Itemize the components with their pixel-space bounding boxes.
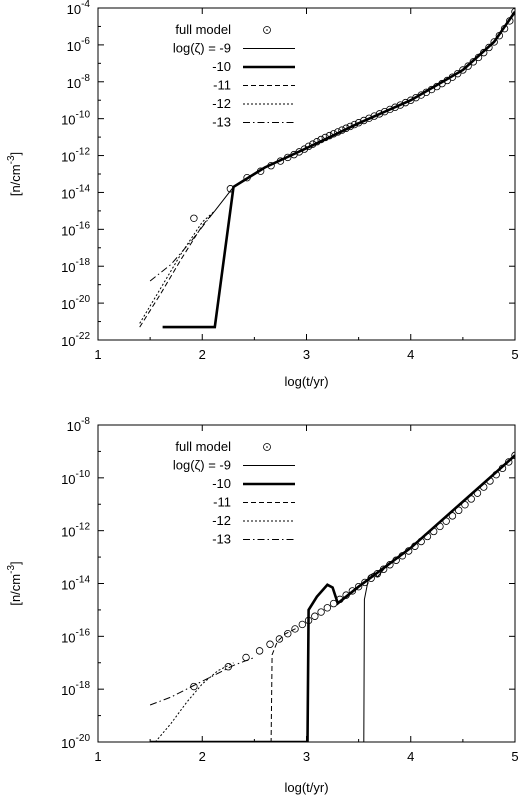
series-line-thin: [214, 11, 515, 212]
legend-label: -13: [212, 532, 231, 547]
series-line-dotted: [154, 662, 234, 742]
legend-label: log(ζ) = -9: [173, 41, 231, 56]
legend-label: full model: [175, 439, 231, 454]
legend-label: full model: [175, 22, 231, 37]
full-model-point: [266, 640, 274, 648]
legend: full model log(ζ) = -9 -10 -11 -12 -13: [173, 22, 295, 130]
y-axis-label: [n/cm-3]: [6, 561, 23, 605]
full-model-point: [511, 451, 515, 460]
legend-label: -10: [212, 476, 231, 491]
full-model-point: [311, 612, 319, 620]
plot-frame: [97, 424, 516, 743]
full-model-point: [190, 214, 198, 222]
full-model-point: [459, 66, 467, 74]
x-axis-label: log(t/yr): [284, 780, 328, 795]
y-tick-label: 10-22: [61, 331, 90, 349]
full-model-point: [284, 629, 292, 638]
y-tick-label: 10-18: [61, 257, 90, 275]
full-model-point: [348, 587, 357, 595]
full-model-point: [511, 8, 515, 16]
legend-label: -11: [213, 78, 231, 93]
legend-marker-dot: [266, 29, 268, 31]
y-tick-label: 10-18: [61, 680, 90, 698]
full-model-point: [190, 682, 198, 691]
plot-area: [149, 451, 515, 742]
y-tick-label: 10-4: [67, 0, 91, 17]
full-model-point: [386, 105, 394, 114]
series-line-thin: [150, 455, 515, 742]
full-model-point: [298, 620, 307, 629]
y-tick-label: 10-10: [61, 110, 90, 128]
plot-frame: [97, 7, 516, 341]
legend: full model log(ζ) = -9 -10 -11 -12 -13: [173, 439, 295, 547]
legend-marker-circle: [263, 443, 271, 451]
x-tick-label: 5: [511, 347, 518, 362]
full-model-point: [291, 625, 299, 633]
legend-label: -13: [212, 115, 231, 130]
x-tick-label: 3: [303, 749, 310, 764]
series-line-dashdot: [149, 210, 216, 282]
plot-area: [139, 8, 515, 329]
full-model-point: [464, 62, 472, 70]
legend-marker-dot: [266, 446, 268, 448]
bottom-panel: 1 2 3 4 5 10-20 10-18 10-16 10-14 10-12 10-10 10-8 l…: [6, 416, 519, 795]
full-model-point: [485, 43, 493, 52]
y-tick-label: 10-12: [61, 522, 90, 540]
x-axis-label: log(t/yr): [284, 374, 328, 389]
legend-label: -12: [212, 96, 231, 111]
series-line-dashed: [150, 627, 297, 742]
x-tick-label: 4: [407, 749, 414, 764]
x-tick-label: 4: [407, 347, 414, 362]
y-tick-label: 10-10: [61, 469, 90, 487]
y-tick-label: 10-12: [61, 147, 90, 165]
full-model-point: [354, 582, 363, 591]
x-tick-label: 1: [94, 749, 101, 764]
series-line-dashed: [139, 210, 216, 328]
series-line-thick: [162, 10, 515, 329]
full-model-point: [255, 647, 264, 655]
y-tick-label: 10-6: [67, 36, 91, 54]
full-model-point: [300, 145, 309, 153]
full-model-point: [505, 458, 513, 466]
y-tick-label: 10-14: [61, 575, 90, 593]
x-tick-label: 2: [199, 749, 206, 764]
full-model-point: [490, 38, 498, 46]
legend-label: -12: [212, 513, 231, 528]
y-tick-label: 10-16: [61, 220, 90, 238]
series-line-dotted: [139, 210, 216, 324]
y-tick-label: 10-20: [61, 294, 90, 312]
y-tick-label: 10-16: [61, 627, 90, 645]
full-model-point: [275, 635, 284, 643]
y-tick-label: 10-8: [67, 416, 91, 434]
legend-label: -11: [213, 495, 231, 510]
y-tick-label: 10-14: [61, 183, 90, 201]
y-axis-label: [n/cm-3]: [6, 152, 23, 196]
legend-marker-circle: [263, 26, 271, 34]
x-tick-label: 5: [511, 749, 518, 764]
series-line-thick: [150, 454, 515, 742]
full-model-point: [323, 604, 332, 612]
y-tick-label: 10-20: [61, 733, 90, 751]
full-model-point: [317, 608, 325, 616]
x-tick-label: 3: [303, 347, 310, 362]
legend-label: log(ζ) = -9: [173, 458, 231, 473]
y-tick-label: 10-8: [67, 73, 91, 91]
top-panel: 1 2 3 4 5 10-22 10-20 10-18 10-16 10-14 10-12 10-10…: [6, 0, 519, 389]
x-tick-label: 1: [94, 347, 101, 362]
legend-label: -10: [212, 59, 231, 74]
x-tick-label: 2: [199, 347, 206, 362]
series-line-dashdot: [149, 657, 255, 706]
